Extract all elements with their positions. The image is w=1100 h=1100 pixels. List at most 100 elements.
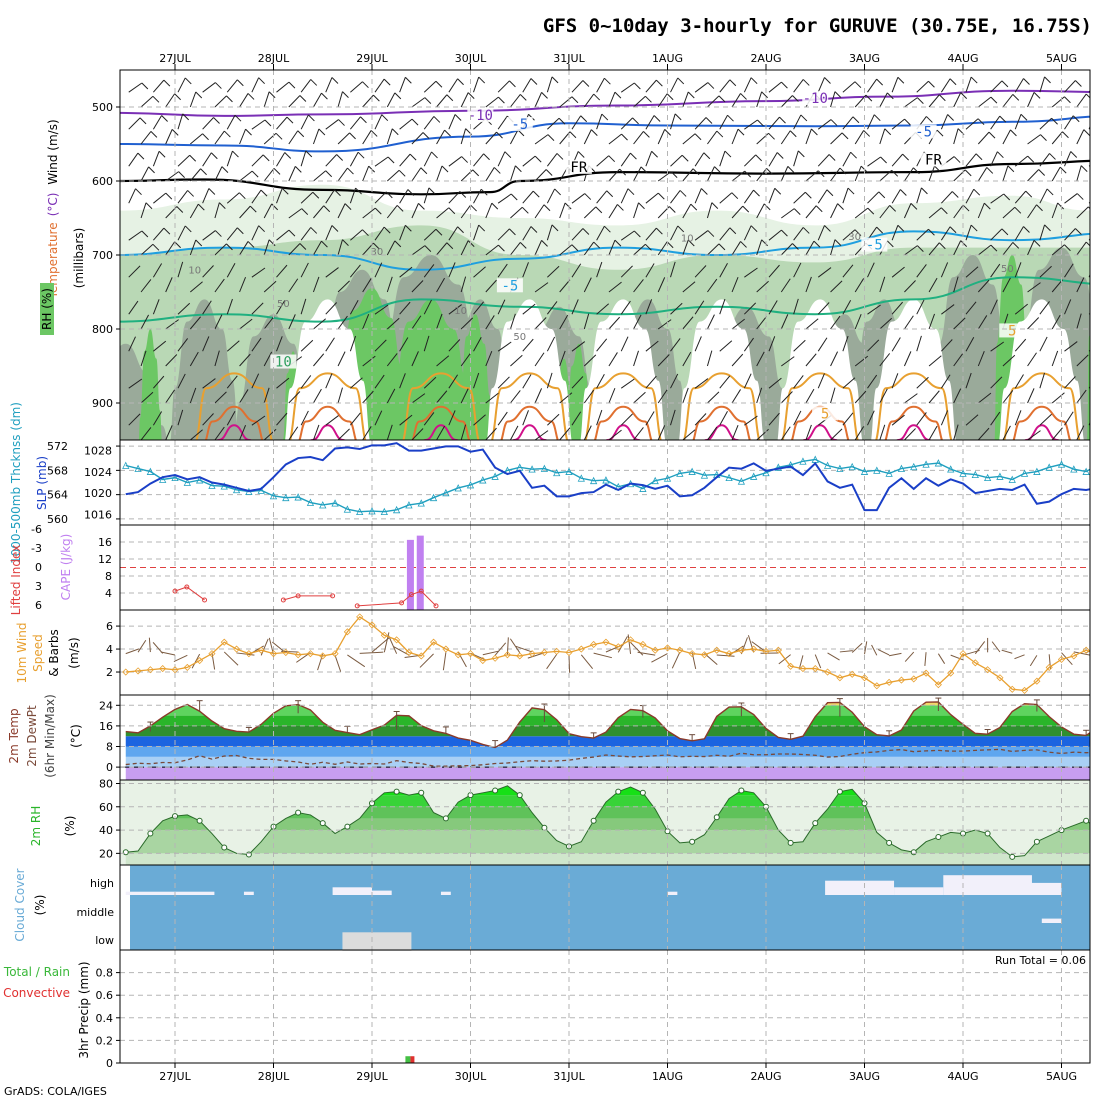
footer-credit: GrADS: COLA/IGES	[4, 1085, 107, 1098]
wind-barb-flag	[727, 114, 734, 122]
wind-barb	[559, 244, 573, 256]
wind-barb	[842, 116, 854, 130]
thickness-marker	[183, 478, 191, 486]
wind-barb	[768, 229, 782, 241]
wind-barb	[805, 388, 815, 404]
wind-barb	[1014, 338, 1027, 352]
y-tick-label-cape: 16	[98, 536, 112, 549]
wind-barb	[879, 353, 891, 367]
wind-barb-flag	[398, 169, 406, 177]
wind-barb	[928, 313, 936, 330]
wind-barb	[1027, 92, 1035, 108]
wind-barb-flag	[595, 206, 603, 214]
wind-barb	[448, 114, 456, 130]
wind-barb	[977, 427, 990, 440]
wind-barb	[928, 242, 940, 256]
wind-barb	[371, 637, 390, 653]
y-tick-label: 800	[92, 323, 113, 336]
wind-barb	[1088, 312, 1090, 315]
wind-barb	[904, 245, 918, 256]
wind-speed-marker	[294, 651, 302, 659]
wind-barb	[1076, 206, 1089, 219]
wind-barb	[140, 131, 152, 145]
wind-speed-marker	[479, 656, 487, 665]
wind-barb	[399, 414, 413, 426]
wind-barb	[596, 190, 608, 204]
wind-barb	[682, 91, 689, 108]
wind-barb-flag	[854, 229, 862, 237]
wind-barb	[211, 652, 216, 670]
wind-barb-flag	[705, 117, 713, 124]
wind-barb	[386, 317, 400, 330]
precip-total-bar	[405, 1056, 411, 1063]
wind-barb-flag	[344, 203, 352, 210]
wind-barb	[288, 208, 303, 219]
wind-barb-flag	[1094, 114, 1100, 120]
wind-barb	[990, 341, 1005, 352]
wind-barb	[805, 205, 817, 219]
wind-barb	[768, 377, 782, 389]
wind-barb	[867, 304, 881, 315]
axis-label: 2m Temp	[7, 708, 21, 763]
wind-barb-flag	[651, 150, 658, 158]
wind-barb	[990, 376, 1003, 389]
wind-barb	[325, 373, 333, 389]
wind-barb-flag	[668, 206, 676, 213]
wind-barb	[362, 207, 376, 219]
isotherm-warm-lobe	[215, 424, 253, 440]
wind-barb	[165, 129, 173, 145]
wind-barb	[411, 167, 422, 182]
wind-barb	[903, 203, 912, 219]
rh-blob-green	[138, 329, 162, 440]
wind-barb	[251, 373, 260, 389]
wind-speed-marker	[257, 646, 265, 654]
wind-barb	[411, 351, 419, 367]
wind-barb-flag	[863, 130, 871, 137]
wind-speed-marker	[306, 650, 315, 658]
thickness-marker	[331, 499, 339, 507]
wind-barb-flag	[435, 228, 443, 236]
wind-barb-flag	[223, 130, 231, 138]
wind-barb	[423, 412, 435, 426]
wind-barb	[546, 301, 558, 315]
wind-barb-flag	[1046, 188, 1054, 196]
wind-barb	[990, 115, 1001, 130]
wind-barb-flag	[184, 225, 192, 233]
wind-barb	[830, 239, 836, 256]
wind-barb	[325, 119, 339, 130]
wind-barb	[879, 424, 886, 440]
wind-barb-flag	[323, 205, 331, 213]
wind-barb-flag	[913, 167, 920, 175]
wind-barb	[263, 132, 277, 145]
axis-label: (°C)	[69, 724, 83, 748]
temp-band	[125, 746, 1090, 757]
wind-barb	[608, 204, 618, 219]
wind-speed-marker	[934, 681, 942, 689]
wind-barb-flag	[834, 239, 842, 246]
wind-barb	[657, 277, 666, 293]
wind-barb	[509, 638, 521, 653]
wind-barb-flag	[606, 190, 614, 198]
wind-speed-marker	[602, 638, 610, 646]
wind-barb-flag	[880, 156, 887, 164]
wind-barb	[473, 266, 486, 278]
wind-barb	[1002, 206, 1016, 219]
wind-barb-flag	[834, 91, 842, 98]
wind-barb	[891, 153, 903, 167]
wind-barb-flag	[301, 208, 309, 215]
wind-barb	[608, 387, 616, 404]
wind-barb	[1039, 188, 1048, 204]
wind-speed-marker	[750, 645, 758, 653]
wind-barb-flag	[999, 115, 1007, 123]
rh-marker	[689, 838, 696, 845]
wind-barb	[460, 128, 467, 145]
contour-label-bg	[910, 124, 937, 139]
wind-barb	[953, 388, 962, 404]
wind-barb	[891, 118, 905, 130]
wind-barb	[436, 207, 450, 219]
isotherm-warm-lobe	[309, 424, 346, 440]
wind-barb	[768, 152, 778, 167]
wind-barb	[251, 189, 262, 204]
wind-barb	[694, 82, 709, 93]
wind-barb	[239, 276, 247, 293]
